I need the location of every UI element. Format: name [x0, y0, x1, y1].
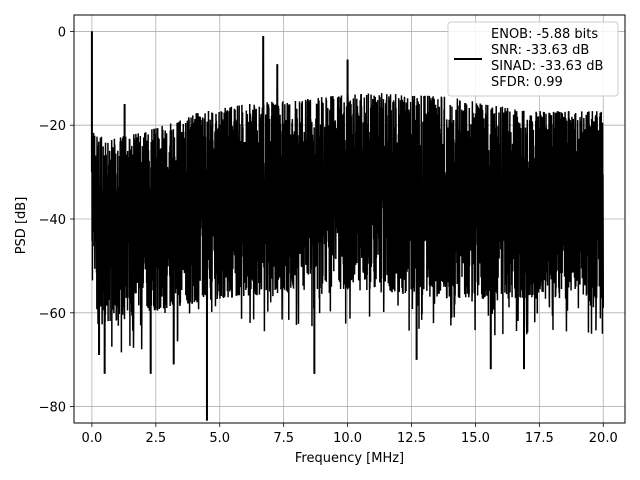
legend-line-sfdr: SFDR: 0.99: [491, 75, 563, 90]
y-tick-label: −40: [39, 213, 66, 228]
legend-line-enob: ENOB: -5.88 bits: [491, 27, 598, 42]
legend-line-sinad: SINAD: -33.63 dB: [491, 59, 603, 74]
x-tick-label: 2.5: [145, 431, 166, 446]
y-axis-label: PSD [dB]: [14, 197, 29, 255]
legend-box: [447, 21, 619, 97]
x-tick-label: 15.0: [461, 431, 490, 446]
y-tick-label: −20: [39, 119, 66, 134]
data-layer: [90, 31, 605, 421]
x-tick-label: 5.0: [209, 431, 230, 446]
y-tick-label: −80: [39, 401, 66, 416]
legend: ENOB: -5.88 bits SNR: -33.63 dB SINAD: -…: [447, 21, 619, 97]
x-tick-label: 10.0: [333, 431, 362, 446]
x-tick-label: 0.0: [82, 431, 103, 446]
psd-trace: [91, 31, 605, 421]
tick-layer: 0.0 2.5 5.0 7.5 10.0 12.5 15.0 17.5 20.0 0 −20 −40 −…: [39, 25, 618, 446]
x-tick-label: 7.5: [273, 431, 294, 446]
y-tick-label: −60: [39, 307, 66, 322]
x-tick-label: 20.0: [589, 431, 618, 446]
x-tick-label: 17.5: [525, 431, 554, 446]
legend-line-snr: SNR: -33.63 dB: [491, 43, 589, 58]
y-tick-label: 0: [58, 25, 66, 40]
x-tick-label: 12.5: [397, 431, 426, 446]
x-axis-label: Frequency [MHz]: [295, 451, 404, 466]
